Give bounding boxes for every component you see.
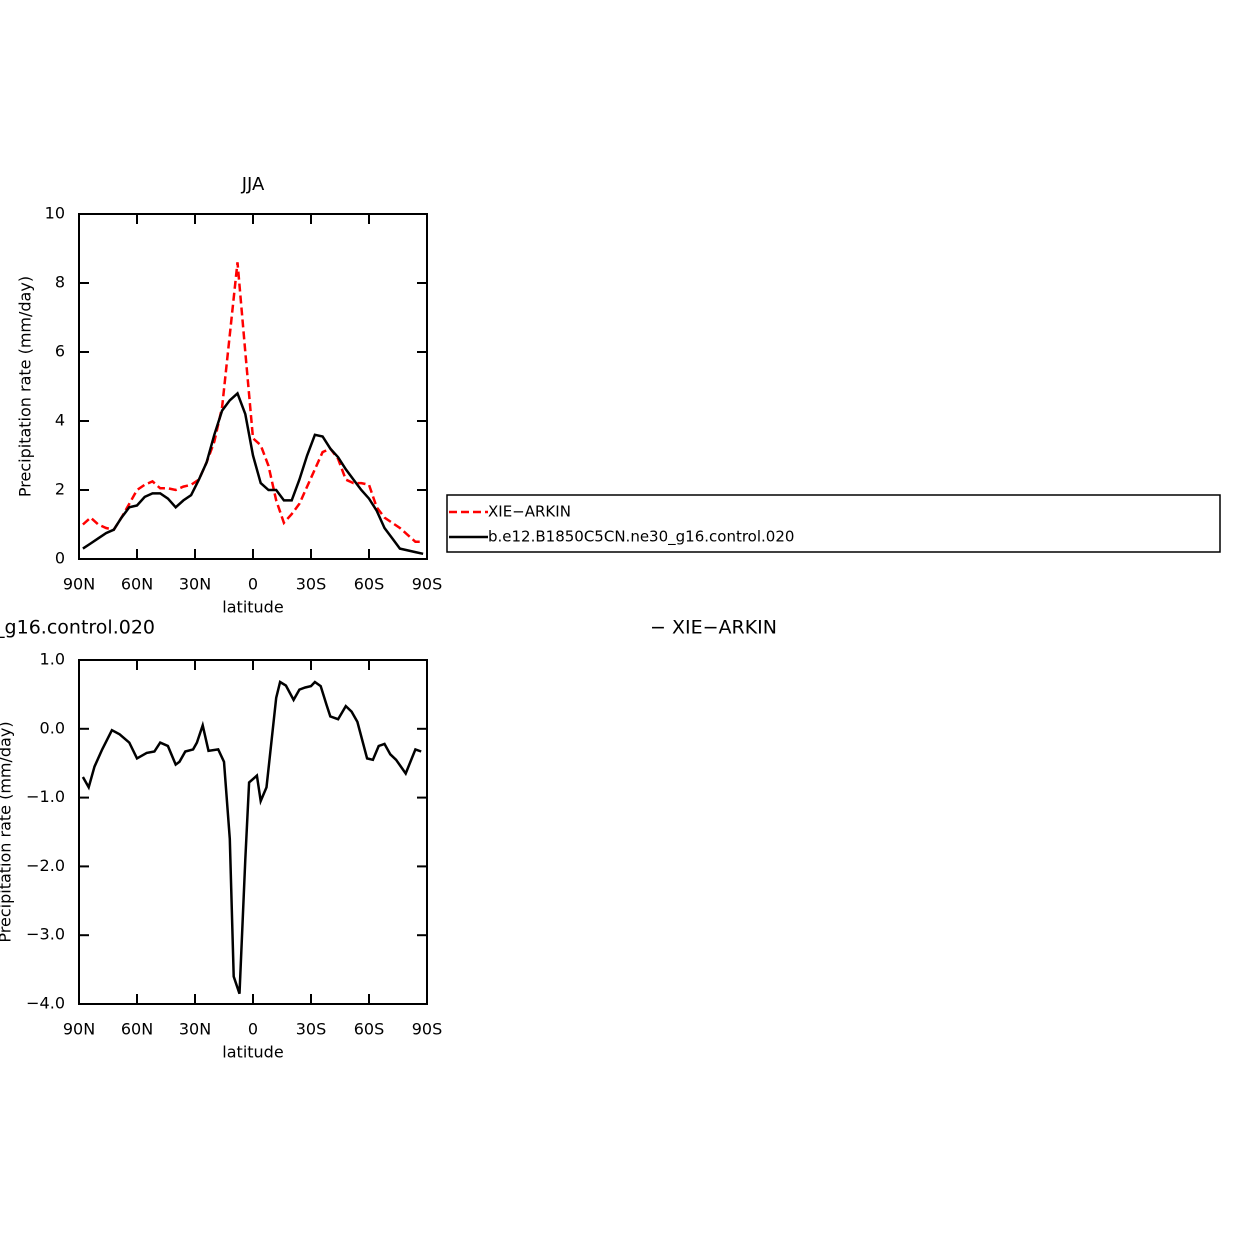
y-tick-label: −1.0 [26, 787, 65, 806]
x-tick-label: 0 [248, 575, 258, 594]
x-tick-label: 90S [412, 1020, 443, 1039]
y-axis-label: Precipitation rate (mm/day) [0, 721, 15, 942]
y-tick-label: −2.0 [26, 856, 65, 875]
x-tick-label: 60N [121, 1020, 153, 1039]
legend-label: b.e12.B1850C5CN.ne30_g16.control.020 [488, 528, 794, 547]
data-line [82, 391, 424, 556]
y-tick-label: 0.0 [40, 718, 65, 737]
data-line [82, 262, 424, 544]
x-tick-label: 90N [63, 1020, 95, 1039]
plot-frame [78, 659, 428, 1005]
x-tick-label: 30S [296, 1020, 327, 1039]
x-tick-label: 30N [179, 575, 211, 594]
x-tick-label: 90N [63, 575, 95, 594]
y-tick-label: 0 [55, 549, 65, 568]
legend-label: XIE−ARKIN [488, 503, 571, 521]
legend-box [446, 494, 1221, 553]
y-tick-label: 2 [55, 480, 65, 499]
plot-frame [78, 213, 428, 560]
x-axis-label: latitude [222, 1043, 283, 1062]
x-tick-label: 60S [354, 1020, 385, 1039]
chart-title: − XIE−ARKIN [650, 617, 777, 639]
y-tick-label: 1.0 [40, 650, 65, 669]
y-axis-label: Precipitation rate (mm/day) [16, 276, 35, 497]
x-tick-label: 30S [296, 575, 327, 594]
y-tick-label: −3.0 [26, 925, 65, 944]
x-tick-label: 0 [248, 1020, 258, 1039]
data-line [81, 680, 422, 995]
x-tick-label: 60S [354, 575, 385, 594]
y-tick-label: −4.0 [26, 994, 65, 1013]
chart-title: b.e12.B1850C5CN.ne30_g16.control.020 [0, 617, 155, 639]
y-tick-label: 8 [55, 273, 65, 292]
x-tick-label: 60N [121, 575, 153, 594]
x-axis-label: latitude [222, 598, 283, 617]
y-tick-label: 10 [45, 204, 65, 223]
y-tick-label: 6 [55, 342, 65, 361]
y-tick-label: 4 [55, 411, 65, 430]
x-tick-label: 90S [412, 575, 443, 594]
chart-title: JJA [241, 174, 265, 195]
x-tick-label: 30N [179, 1020, 211, 1039]
